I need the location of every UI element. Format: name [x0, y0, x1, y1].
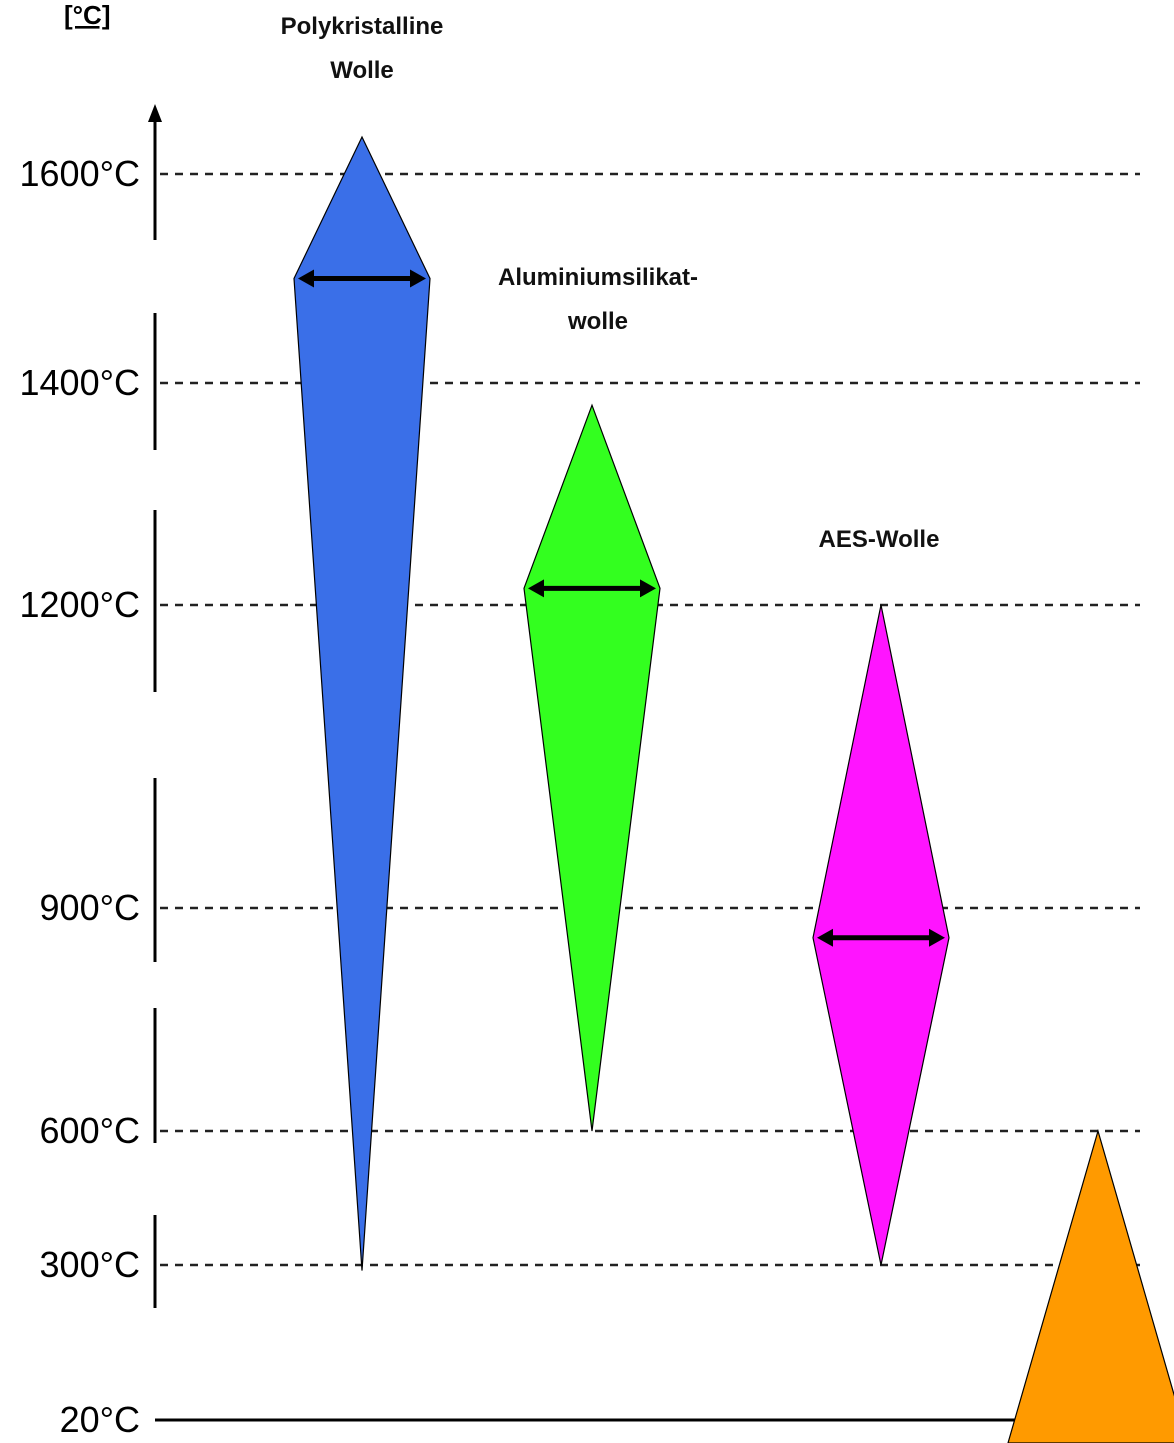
arrowhead-left [528, 579, 544, 598]
series-label-2-line-0: AES-Wolle [819, 526, 940, 553]
arrowhead-right [410, 269, 426, 288]
series-shapes [293, 135, 1174, 1443]
y-axis-arrowhead [148, 104, 162, 122]
tick-label-600: 600°C [40, 1110, 140, 1151]
tick-label-1200: 1200°C [20, 584, 140, 625]
tick-label-20: 20°C [60, 1399, 140, 1440]
tick-label-300: 300°C [40, 1244, 140, 1285]
series-shape-3 [1007, 1128, 1174, 1443]
arrowhead-right [929, 928, 945, 947]
tick-label-1600: 1600°C [20, 153, 140, 194]
tick-label-1400: 1400°C [20, 362, 140, 403]
tick-label-900: 900°C [40, 887, 140, 928]
series-label-1-line-0: Aluminiumsilikat- [498, 264, 698, 291]
series-label-1-line-1: wolle [567, 308, 628, 335]
arrowhead-left [298, 269, 314, 288]
unit-label: [°C] [64, 0, 111, 30]
series-shape-0 [293, 135, 431, 1271]
grid-layer [160, 172, 1140, 1267]
arrowhead-left [817, 928, 833, 947]
y-axis: 1600°C 1400°C 1200°C 900°C 600°C 300°C 20°C [20, 104, 1020, 1440]
series-labels: Polykristalline Wolle Aluminiumsilikat-wol… [281, 13, 940, 553]
series-shape-2 [812, 604, 950, 1266]
series-shape-1 [523, 403, 661, 1132]
series-label-0-line-1: Wolle [330, 57, 394, 84]
arrowhead-right [640, 579, 656, 598]
series-label-0-line-0: Polykristalline [281, 13, 444, 40]
